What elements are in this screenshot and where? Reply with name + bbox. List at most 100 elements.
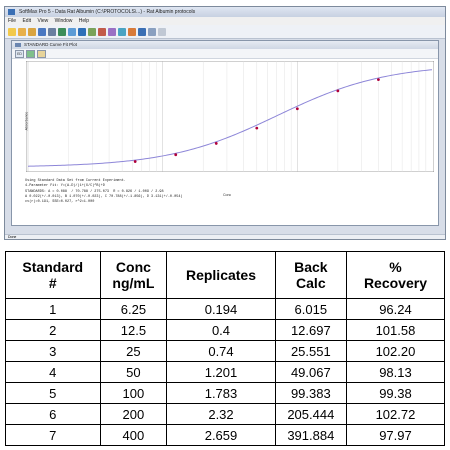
- cell-conc: 25: [99, 340, 168, 362]
- cell-replicates: 1.783: [166, 382, 276, 404]
- cell-back-calc: 99.383: [274, 382, 347, 404]
- cell-recovery: 98.13: [345, 361, 446, 383]
- header-line: Recovery: [363, 275, 427, 291]
- plate-icon[interactable]: [58, 27, 66, 36]
- data-point: [214, 142, 218, 145]
- checkbox-icon[interactable]: [158, 27, 166, 36]
- header-back-calc: Back Calc: [274, 251, 347, 299]
- menu-file[interactable]: File: [8, 18, 17, 24]
- data-point: [377, 78, 380, 82]
- app-title-bar: SoftMax Pro 5 - Data Rat Albumin (C:\PRO…: [5, 7, 445, 17]
- status-text: Done: [8, 235, 17, 239]
- app-title: SoftMax Pro 5 - Data Rat Albumin (C:\PRO…: [19, 9, 196, 15]
- plot-window-title: STANDARD Curve Fit Plot: [24, 42, 77, 47]
- info-line: A 0.022(+/-0.013), B 1.070(+/-0.023), C …: [25, 194, 183, 199]
- cell-recovery: 96.24: [345, 298, 446, 320]
- settings-icon[interactable]: [128, 27, 136, 36]
- cell-conc: 12.5: [99, 319, 168, 341]
- curve-fit-info: Using Standard Data Set from Current Exp…: [25, 179, 183, 205]
- cell-recovery: 99.38: [345, 382, 446, 404]
- cell-back-calc: 205.444: [274, 403, 347, 425]
- menu-window[interactable]: Window: [54, 18, 73, 24]
- print-icon[interactable]: [48, 27, 56, 36]
- cell-conc: 6.25: [99, 298, 168, 320]
- y-axis-label: Absorbance: [24, 111, 29, 131]
- data-point: [336, 89, 340, 93]
- application-window: SoftMax Pro 5 - Data Rat Albumin (C:\PRO…: [4, 6, 446, 240]
- cell-recovery: 102.72: [345, 403, 446, 425]
- table-header-row: Standard # Conc ng/mL Replicates Back Calc …: [5, 251, 446, 299]
- menu-bar: File Edit View Window Help: [5, 17, 445, 25]
- cell-back-calc: 12.697: [274, 319, 347, 341]
- menu-edit[interactable]: Edit: [22, 18, 32, 24]
- main-toolbar: [5, 25, 445, 39]
- cell-standard: 5: [5, 382, 101, 404]
- table-row: 5 100 1.783 99.383 99.38: [5, 382, 446, 404]
- header-line: Back: [294, 259, 328, 275]
- cell-back-calc: 391.884: [274, 424, 347, 446]
- cell-replicates: 0.194: [166, 298, 276, 320]
- plot-fit-icon[interactable]: [37, 49, 46, 58]
- standard-curve-chart: 1 10 100 1000: [26, 61, 434, 172]
- header-standard: Standard #: [5, 251, 101, 299]
- header-line: ng/mL: [112, 275, 155, 291]
- data-point: [174, 153, 178, 157]
- standards-table: Standard # Conc ng/mL Replicates Back Calc …: [5, 251, 446, 446]
- header-replicates: Replicates: [166, 251, 276, 299]
- cell-replicates: 0.74: [166, 340, 276, 362]
- plot-settings-icon[interactable]: [26, 49, 35, 58]
- header-line: #: [48, 275, 57, 291]
- cell-conc: 400: [99, 424, 168, 446]
- data-points: [133, 78, 380, 163]
- plot-area-frame: [26, 61, 434, 172]
- table-row: 6 200 2.32 205.444 102.72: [5, 403, 446, 425]
- header-line: %: [389, 259, 402, 275]
- app-icon: [8, 9, 15, 15]
- open-folder-icon[interactable]: [18, 27, 26, 36]
- cell-conc: 100: [99, 382, 168, 404]
- header-conc: Conc ng/mL: [99, 251, 168, 299]
- curve-fit-icon[interactable]: [118, 27, 126, 36]
- cell-back-calc: 49.067: [274, 361, 347, 383]
- data-point: [295, 107, 299, 111]
- status-bar: Done: [5, 234, 445, 239]
- header-line: Standard: [22, 259, 84, 275]
- edit-plot-button[interactable]: ED: [15, 49, 24, 58]
- plot-window-icon: [15, 43, 21, 47]
- group-icon[interactable]: [108, 27, 116, 36]
- table-row: 1 6.25 0.194 6.015 96.24: [5, 298, 446, 320]
- cell-conc: 50: [99, 361, 168, 383]
- read-icon[interactable]: [98, 27, 106, 36]
- plot-toolbar: ED: [12, 49, 438, 59]
- table-row: 3 25 0.74 25.551 102.20: [5, 340, 446, 362]
- info-line: cv(r)=0.191, SSE=0.027, r^2=1.000: [25, 200, 95, 205]
- cell-recovery: 101.58: [345, 319, 446, 341]
- header-line: Calc: [296, 275, 326, 291]
- menu-view[interactable]: View: [37, 18, 49, 24]
- cell-standard: 6: [5, 403, 101, 425]
- cell-standard: 3: [5, 340, 101, 362]
- help-icon[interactable]: [138, 27, 146, 36]
- save-icon[interactable]: [38, 27, 46, 36]
- cell-replicates: 2.32: [166, 403, 276, 425]
- new-file-icon[interactable]: [8, 27, 16, 36]
- window-icon[interactable]: [148, 27, 156, 36]
- graph-icon[interactable]: [88, 27, 96, 36]
- notes-icon[interactable]: [78, 27, 86, 36]
- cell-replicates: 2.659: [166, 424, 276, 446]
- menu-help[interactable]: Help: [78, 18, 90, 24]
- cell-conc: 200: [99, 403, 168, 425]
- x-axis-label: Conc: [223, 193, 232, 197]
- header-line: Replicates: [185, 267, 257, 283]
- open-protocol-icon[interactable]: [28, 27, 36, 36]
- cell-back-calc: 6.015: [274, 298, 347, 320]
- info-line: 4-Parameter Fit: Y=(A-D)/(1+(X/C)^B)+D: [25, 184, 105, 189]
- cell-recovery: 97.97: [345, 424, 446, 446]
- header-line: Conc: [115, 259, 151, 275]
- table-row: 4 50 1.201 49.067 98.13: [5, 361, 446, 383]
- cuvette-icon[interactable]: [68, 27, 76, 36]
- cell-recovery: 102.20: [345, 340, 446, 362]
- cell-replicates: 0.4: [166, 319, 276, 341]
- plot-grid: [27, 61, 427, 172]
- table-row: 2 12.5 0.4 12.697 101.58: [5, 319, 446, 341]
